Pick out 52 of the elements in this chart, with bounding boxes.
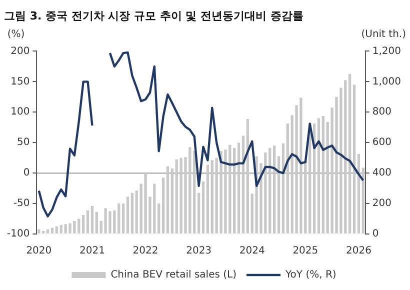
y-tick-label: 0	[23, 168, 30, 179]
bar	[317, 118, 320, 234]
bar	[162, 178, 165, 234]
bar	[362, 168, 364, 234]
x-tick-label: 2026	[346, 246, 372, 257]
x-tick-label: 2021	[79, 246, 105, 257]
bar	[197, 192, 200, 234]
x-tick-label: 2024	[239, 246, 265, 257]
bar	[95, 212, 98, 234]
bar	[322, 116, 325, 234]
y-tick-label: -100	[6, 228, 30, 240]
y-axis-title: (%)	[7, 28, 25, 40]
x-tick-label: 2023	[186, 246, 212, 257]
y-tick-label: 100	[10, 106, 30, 118]
y-tick-label: 200	[10, 46, 30, 57]
bar	[206, 164, 210, 234]
bar	[46, 229, 50, 234]
bar	[166, 166, 170, 234]
bar	[272, 146, 276, 234]
y2-tick-label: 200	[372, 198, 392, 210]
y-tick-label: 150	[10, 76, 30, 88]
bar	[122, 204, 125, 234]
bar	[242, 136, 245, 234]
chart-title: 그림 3. 중국 전기차 시장 규모 추이 및 전년동기대비 증감률	[4, 9, 304, 22]
bar	[86, 210, 90, 234]
y-tick-label: -50	[13, 198, 30, 210]
bar	[352, 84, 356, 234]
bar	[50, 228, 54, 234]
x-tick-label: 2020	[26, 246, 52, 257]
y2-tick-label: 1,200	[372, 46, 402, 57]
y2-tick-label: 800	[372, 106, 392, 118]
y-tick-label: 50	[16, 137, 30, 148]
legend-label: China BEV retail sales (L)	[110, 270, 237, 281]
bar	[277, 156, 280, 234]
y2-tick-label: 400	[372, 168, 392, 179]
x-tick-label: 2022	[132, 246, 158, 257]
x-tick-label: 2025	[292, 246, 318, 257]
bar	[90, 206, 94, 234]
y2-tick-label: 600	[372, 137, 392, 148]
bar	[237, 142, 240, 234]
legend-label: YoY (%, R)	[284, 270, 336, 281]
bar	[42, 230, 45, 234]
y2-axis-title: (Unit th.)	[361, 28, 406, 40]
bar	[126, 196, 130, 234]
bar	[202, 181, 205, 234]
bar	[82, 214, 85, 234]
bar	[38, 229, 40, 234]
bar	[348, 74, 352, 234]
y2-tick-label: 1,000	[372, 76, 402, 88]
bar	[55, 226, 58, 234]
y2-tick-label: 0	[372, 228, 379, 240]
bar	[130, 192, 134, 234]
